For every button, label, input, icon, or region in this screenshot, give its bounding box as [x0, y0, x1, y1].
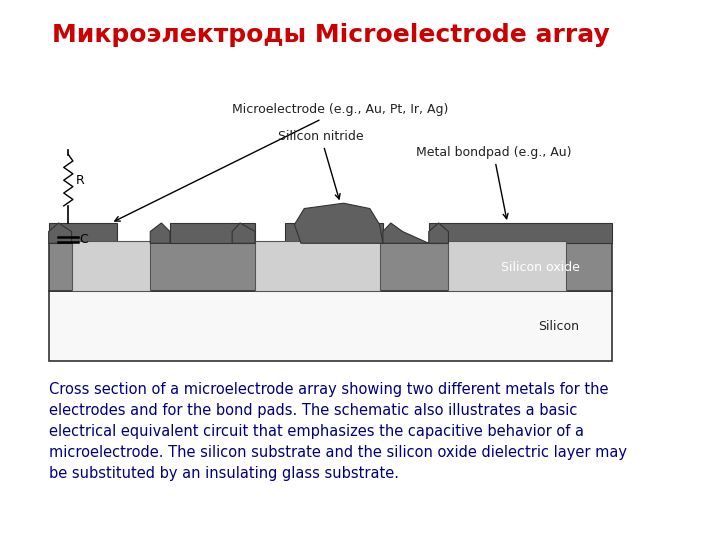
FancyBboxPatch shape [71, 241, 150, 292]
Text: Silicon: Silicon [539, 320, 580, 333]
FancyBboxPatch shape [49, 244, 612, 292]
Text: Silicon nitride: Silicon nitride [278, 130, 364, 199]
Polygon shape [150, 223, 170, 244]
Polygon shape [294, 203, 383, 244]
FancyBboxPatch shape [429, 223, 612, 244]
FancyBboxPatch shape [449, 241, 567, 292]
FancyBboxPatch shape [49, 292, 612, 361]
Polygon shape [383, 223, 429, 244]
Text: R: R [76, 174, 85, 187]
FancyBboxPatch shape [170, 223, 255, 244]
Text: Microelectrode (e.g., Au, Pt, Ir, Ag): Microelectrode (e.g., Au, Pt, Ir, Ag) [114, 103, 449, 221]
FancyBboxPatch shape [255, 241, 379, 292]
Text: Микроэлектроды Microelectrode array: Микроэлектроды Microelectrode array [52, 23, 609, 47]
Polygon shape [429, 223, 449, 244]
Text: C: C [78, 233, 88, 246]
FancyBboxPatch shape [49, 223, 117, 244]
FancyBboxPatch shape [284, 223, 383, 244]
Text: Cross section of a microelectrode array showing two different metals for the
ele: Cross section of a microelectrode array … [49, 382, 626, 481]
Text: Metal bondpad (e.g., Au): Metal bondpad (e.g., Au) [415, 146, 571, 219]
Polygon shape [49, 223, 71, 244]
Text: Silicon oxide: Silicon oxide [500, 261, 580, 274]
Polygon shape [232, 223, 255, 244]
